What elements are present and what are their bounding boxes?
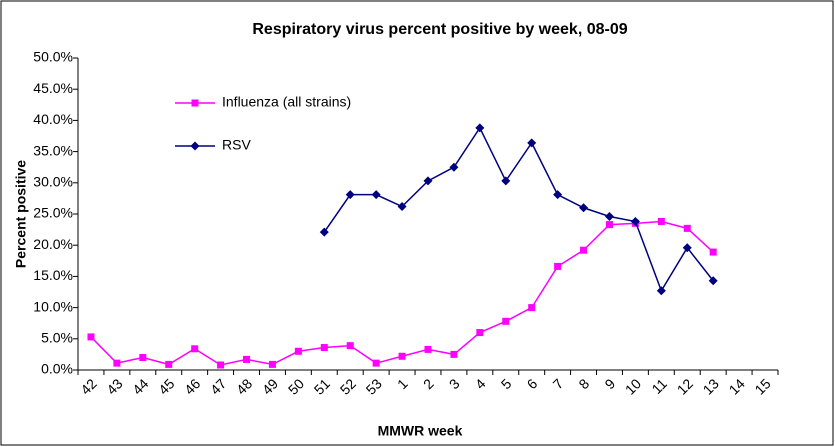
y-tick-label: 15.0% — [33, 267, 73, 283]
data-point — [424, 345, 432, 353]
data-point — [527, 138, 537, 148]
data-point — [605, 221, 613, 229]
data-point — [139, 354, 147, 362]
data-point — [682, 243, 692, 253]
data-point — [398, 352, 406, 360]
y-tick-label: 35.0% — [33, 142, 73, 158]
data-point — [553, 190, 563, 200]
y-tick-label: 50.0% — [33, 49, 73, 65]
data-point — [450, 350, 458, 358]
data-point — [657, 217, 665, 225]
data-point — [294, 347, 302, 355]
data-point — [476, 329, 484, 337]
series-line — [323, 126, 714, 293]
data-point — [501, 176, 511, 186]
data-point — [397, 202, 407, 212]
data-point — [554, 262, 562, 270]
y-tick-label: 0.0% — [41, 361, 73, 377]
y-tick-label: 10.0% — [33, 298, 73, 314]
data-point — [630, 216, 640, 226]
data-point — [656, 286, 666, 296]
data-point — [604, 211, 614, 221]
data-point — [423, 176, 433, 186]
data-point — [217, 361, 225, 369]
data-point — [113, 359, 121, 367]
legend-marker — [190, 141, 200, 151]
x-axis-title: MMWR week — [378, 423, 463, 439]
data-point — [580, 246, 588, 254]
data-point — [449, 162, 459, 172]
legend-label: Influenza (all strains) — [222, 94, 351, 110]
data-point — [475, 123, 485, 133]
data-point — [372, 359, 380, 367]
data-point — [320, 344, 328, 352]
data-point — [243, 355, 251, 363]
y-tick-label: 20.0% — [33, 236, 73, 252]
y-tick-label: 30.0% — [33, 174, 73, 190]
data-point — [708, 276, 718, 286]
data-point — [87, 333, 95, 341]
data-point — [709, 248, 717, 256]
y-tick-label: 25.0% — [33, 205, 73, 221]
data-point — [191, 345, 199, 353]
data-point — [683, 224, 691, 232]
legend-label: RSV — [222, 137, 251, 153]
y-tick-label: 40.0% — [33, 111, 73, 127]
chart-title: Respiratory virus percent positive by we… — [252, 21, 627, 38]
y-axis-title: Percent positive — [13, 160, 29, 268]
data-point — [502, 317, 510, 325]
y-tick-label: 5.0% — [41, 330, 73, 346]
data-point — [165, 360, 173, 368]
data-point — [346, 342, 354, 350]
y-tick-label: 45.0% — [33, 80, 73, 96]
data-point — [268, 360, 276, 368]
data-point — [345, 190, 355, 200]
data-point — [579, 203, 589, 213]
legend-marker — [191, 99, 199, 107]
data-point — [528, 304, 536, 312]
data-point — [371, 190, 381, 200]
data-point — [319, 227, 329, 237]
